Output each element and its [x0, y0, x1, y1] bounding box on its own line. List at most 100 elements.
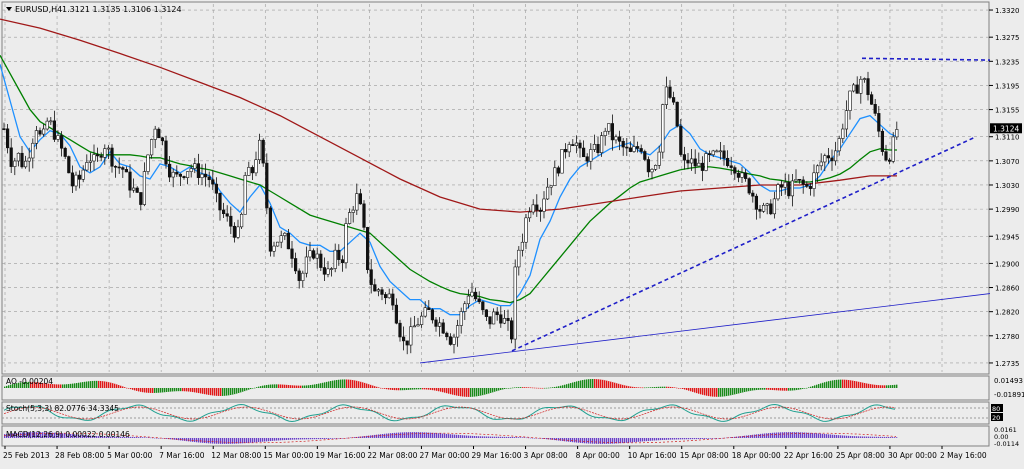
- trendline-2[interactable]: [861, 57, 991, 61]
- ao-bar: [882, 385, 884, 388]
- ao-bar: [90, 381, 92, 388]
- macd-axis-top: 0.0161: [994, 426, 1017, 434]
- trendline-1[interactable]: [511, 135, 977, 352]
- macd-bar: [570, 438, 572, 442]
- ao-bar: [402, 388, 404, 391]
- ao-bar: [538, 387, 540, 389]
- candle-bear: [124, 169, 128, 173]
- ao-bar: [272, 384, 274, 388]
- ao-bar: [160, 388, 162, 393]
- ao-bar: [576, 381, 578, 388]
- ao-bar: [688, 388, 690, 391]
- macd-bar: [572, 438, 574, 443]
- macd-bar: [604, 438, 606, 444]
- ao-bar: [222, 388, 224, 396]
- macd-bar: [188, 438, 190, 442]
- macd-bar: [716, 438, 718, 439]
- candle-bear: [59, 135, 64, 149]
- ao-bar: [804, 388, 806, 389]
- ao-bar: [220, 388, 222, 396]
- ao-bar: [792, 388, 794, 391]
- ao-bar: [790, 388, 792, 391]
- macd-bar: [702, 438, 704, 439]
- ohlc-values: 1.3121 1.3135 1.3106 1.3124: [62, 5, 182, 14]
- candle-bull: [146, 154, 150, 172]
- macd-bar: [438, 433, 440, 438]
- ao-bar: [570, 383, 572, 388]
- macd-bar: [218, 438, 220, 444]
- macd-bar: [446, 433, 448, 438]
- macd-bar: [122, 436, 124, 438]
- trendlines[interactable]: [419, 57, 991, 364]
- ao-bar: [484, 388, 486, 395]
- macd-bar: [86, 435, 88, 438]
- macd-bar: [510, 436, 512, 438]
- macd-bar: [206, 438, 208, 444]
- macd-bar: [298, 438, 300, 440]
- macd-bar: [708, 438, 710, 439]
- macd-bar: [750, 435, 752, 438]
- ao-bar: [408, 388, 410, 390]
- stoch-pane[interactable]: [1, 401, 990, 425]
- ao-bar: [564, 384, 566, 388]
- candle-bull: [16, 152, 21, 162]
- candle-bear: [401, 336, 406, 342]
- candle-bull: [437, 322, 442, 327]
- macd-bar: [870, 436, 872, 438]
- ao-bar: [496, 388, 498, 392]
- candle-bear: [801, 179, 805, 185]
- candle-bear: [445, 332, 449, 338]
- ao-bar: [360, 381, 362, 388]
- ao-bar: [740, 388, 742, 393]
- macd-bar: [428, 432, 430, 438]
- ao-bar: [284, 384, 286, 388]
- macd-bar: [138, 437, 140, 438]
- x-tick-label: 19 Mar 16:00: [315, 451, 365, 460]
- candle-bull: [92, 154, 96, 162]
- price-tag-bg: [990, 123, 1022, 134]
- macd-bar: [854, 436, 856, 438]
- macd-bar: [478, 436, 480, 438]
- ao-bar: [296, 385, 298, 388]
- candle-bear: [114, 165, 118, 168]
- candle-bear: [729, 165, 733, 168]
- ao-bar: [870, 384, 872, 388]
- macd-bar: [860, 436, 862, 438]
- ao-bar: [52, 384, 54, 388]
- ao-bar: [698, 388, 700, 394]
- macd-bar: [872, 436, 874, 438]
- candle-bull: [41, 128, 46, 135]
- macd-bar: [490, 436, 492, 438]
- macd-bar: [154, 437, 156, 439]
- ao-histogram: [4, 379, 898, 397]
- x-tick-label: 25 Feb 2013: [3, 451, 50, 460]
- macd-bar: [134, 436, 136, 438]
- ao-bar: [98, 380, 100, 388]
- ao-bar: [556, 386, 558, 388]
- ao-bar: [472, 388, 474, 397]
- ao-bar: [746, 388, 748, 392]
- trendline-3[interactable]: [419, 293, 991, 364]
- ao-bar: [280, 384, 282, 388]
- ao-bar: [348, 379, 350, 388]
- macd-bar: [494, 436, 496, 438]
- macd-bar: [664, 438, 666, 440]
- main-plot-area[interactable]: [1, 1, 990, 375]
- ao-bar: [174, 388, 176, 392]
- ao-bar: [372, 385, 374, 388]
- ao-bar: [714, 388, 716, 397]
- ao-bar: [344, 379, 346, 388]
- candle-bull: [549, 185, 553, 188]
- macd-bar: [868, 436, 870, 438]
- macd-bar: [674, 438, 676, 440]
- candle-bull: [531, 204, 535, 213]
- ao-bar: [874, 384, 876, 388]
- candle-bear: [506, 317, 510, 322]
- macd-bar: [864, 436, 866, 438]
- ao-bar: [802, 388, 804, 389]
- candle-bull: [765, 203, 769, 206]
- dropdown-arrow-icon[interactable]: [6, 7, 12, 11]
- x-tick-label: 15 Mar 00:00: [263, 451, 313, 460]
